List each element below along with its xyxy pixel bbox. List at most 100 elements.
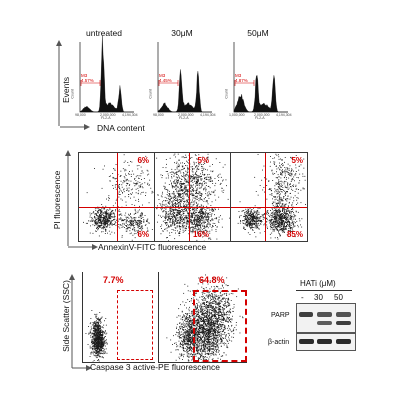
annexin-panel-3: 5% 85% xyxy=(230,152,308,242)
histogram-plot xyxy=(233,42,288,113)
pi-fluorescence-label: PI fluorescence xyxy=(52,170,62,230)
panel-title: 50μM xyxy=(247,28,269,38)
histogram-panel-3: 50μM Count M3 4.87% 1,000,000 2,000,000 … xyxy=(224,28,292,120)
x-tick-right: 4,194,304 xyxy=(200,113,216,117)
parp-band-cleaved-lane2 xyxy=(317,321,332,325)
lane-label-30: 30 xyxy=(314,293,323,302)
panel-title: untreated xyxy=(86,28,122,38)
x-tick-right: 4,194,304 xyxy=(122,113,138,117)
actin-blot xyxy=(296,333,356,351)
lower-right-percentage: 6% xyxy=(137,230,149,239)
caspase-active-gate xyxy=(193,290,247,362)
cell-events xyxy=(166,274,244,362)
lane-label-50: 50 xyxy=(334,293,343,302)
x-tick-mid: 2,000,000 xyxy=(254,113,270,117)
cell-events xyxy=(83,154,155,241)
gate-label: M3 xyxy=(81,73,88,78)
quadrant-horizontal-gate xyxy=(79,207,155,208)
parp-row-label: PARP xyxy=(271,312,290,319)
histogram-panel-1: untreated Count M3 4.57% 98,000 2,000,00… xyxy=(70,28,138,120)
x-arrow-icon xyxy=(68,244,98,250)
annexin-x-axis-arrow xyxy=(68,243,98,251)
m3-gate-marker xyxy=(158,80,179,86)
histogram-distribution xyxy=(79,35,134,113)
lower-right-percentage: 85% xyxy=(286,230,303,239)
annexin-y-axis-arrow xyxy=(64,150,72,248)
histogram-plot xyxy=(79,35,134,113)
x-tick-right: 4,194,304 xyxy=(276,113,292,117)
gate-label: M3 xyxy=(159,73,166,78)
caspase-panel-1: 7.7% xyxy=(82,272,155,363)
cell-events xyxy=(237,153,306,240)
parp-band-full-lane1 xyxy=(299,312,313,317)
scatter-plot xyxy=(166,274,244,362)
m3-gate-marker xyxy=(234,80,255,86)
parp-blot xyxy=(296,303,356,333)
actin-band-lane1 xyxy=(299,339,314,344)
parp-band-full-lane2 xyxy=(317,312,332,317)
scatter-plot xyxy=(237,153,306,240)
y-arrow-icon xyxy=(65,150,71,246)
quadrant-vertical-gate xyxy=(117,153,118,241)
caspase-panel-2: 64.8% xyxy=(158,272,247,363)
histogram-plot xyxy=(157,42,212,113)
parp-band-full-lane3 xyxy=(336,312,351,317)
dna-content-label: DNA content xyxy=(97,123,145,133)
actin-row-label: β-actin xyxy=(268,339,290,346)
cell-events xyxy=(156,153,231,241)
y-arrow-icon xyxy=(69,274,75,368)
gate-percentage: 7.7% xyxy=(103,275,124,285)
gate-percentage: 4.45% xyxy=(159,78,172,83)
x-axis-tick-label: FL2-A xyxy=(101,116,111,120)
upper-right-percentage: 6% xyxy=(137,156,149,165)
caspase-y-axis-arrow xyxy=(68,274,76,370)
x-arrow-icon xyxy=(72,365,92,371)
scatter-plot xyxy=(83,154,155,241)
y-arrow-icon xyxy=(56,40,62,126)
actin-band-lane3 xyxy=(336,339,351,344)
x-tick-mid: 2,000,000 xyxy=(178,113,194,117)
histogram-panel-2: 30μM Count M3 4.45% 98,000 2,000,000 4,1… xyxy=(148,28,216,120)
scatter-plot xyxy=(156,153,231,241)
panel-title: 30μM xyxy=(171,28,193,38)
gate-label: M3 xyxy=(235,73,242,78)
histogram-axes xyxy=(157,42,212,113)
histogram-y-axis-arrow xyxy=(56,40,62,126)
hati-header-underline xyxy=(296,290,352,291)
m3-gate-marker xyxy=(80,80,101,86)
x-tick-left: 98,000 xyxy=(153,113,164,117)
gate-percentage: 64.8% xyxy=(199,275,225,285)
x-tick-left: 98,000 xyxy=(75,113,86,117)
annexin-panel-1: 6% 6% xyxy=(78,152,156,242)
annexin-fitc-label: AnnexinV-FITC fluorescence xyxy=(98,242,207,252)
quadrant-horizontal-gate xyxy=(231,207,307,208)
histogram-axes xyxy=(79,42,134,113)
gate-percentage: 4.87% xyxy=(235,78,248,83)
lower-right-percentage: 16% xyxy=(192,230,209,239)
x-tick-left: 1,000,000 xyxy=(229,113,245,117)
lane-label-control: - xyxy=(301,293,304,302)
upper-right-percentage: 5% xyxy=(291,156,303,165)
hati-header: HATi (μM) xyxy=(300,279,336,288)
caspase-active-gate xyxy=(117,290,153,360)
histogram-x-axis-arrow xyxy=(60,123,90,131)
histogram-distribution xyxy=(157,69,212,113)
x-axis-tick-label: FL2-A xyxy=(255,116,265,120)
scatter-plot xyxy=(85,310,108,362)
gate-percentage: 4.57% xyxy=(81,78,94,83)
x-arrow-icon xyxy=(60,124,90,130)
quadrant-vertical-gate xyxy=(189,153,190,241)
parp-band-cleaved-lane3 xyxy=(336,321,351,325)
x-axis-tick-label: FL2-A xyxy=(179,116,189,120)
actin-band-lane2 xyxy=(317,339,332,344)
x-tick-mid: 2,000,000 xyxy=(100,113,116,117)
caspase-pe-label: Caspase 3 active-PE fluorescence xyxy=(90,362,220,372)
cell-events xyxy=(85,310,108,362)
annexin-panel-2: 5% 16% xyxy=(154,152,232,242)
caspase-x-axis-arrow xyxy=(72,364,92,372)
histogram-distribution xyxy=(233,75,288,113)
quadrant-vertical-gate xyxy=(265,153,266,241)
quadrant-horizontal-gate xyxy=(155,207,231,208)
upper-right-percentage: 5% xyxy=(197,156,209,165)
